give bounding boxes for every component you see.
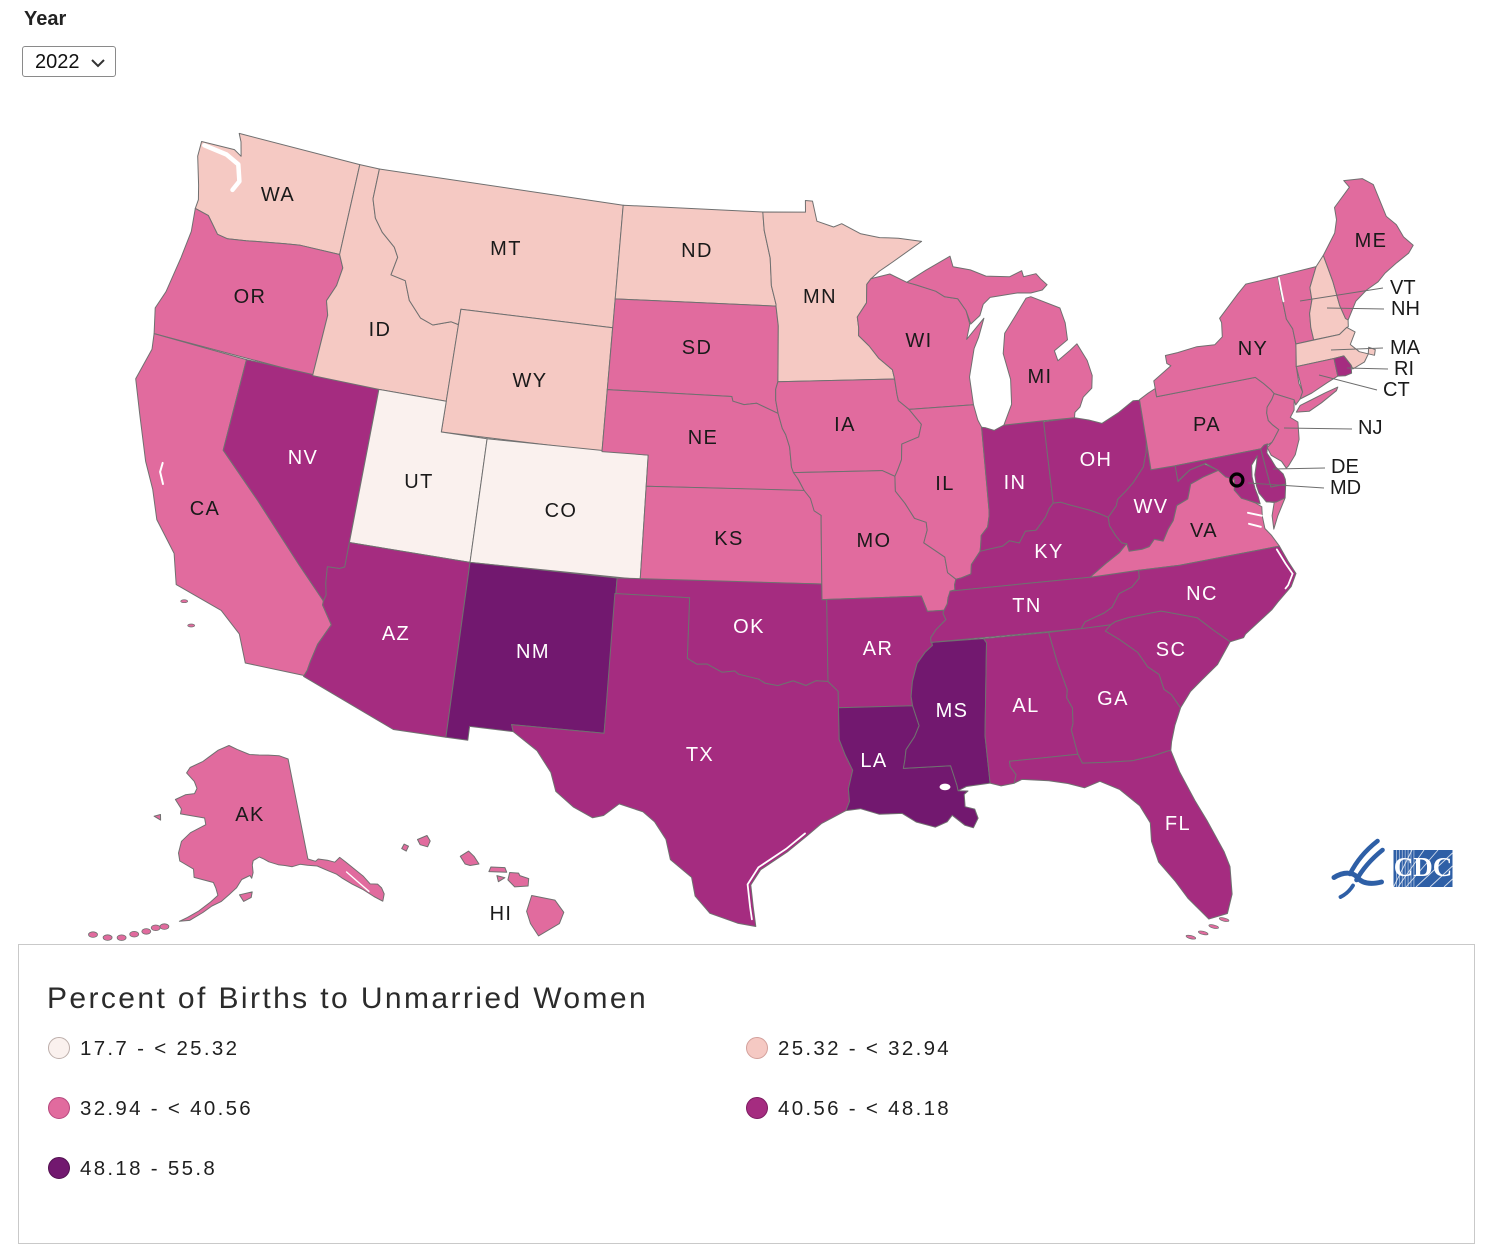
- svg-text:CA: CA: [190, 498, 221, 520]
- svg-text:SC: SC: [1156, 639, 1187, 661]
- svg-text:RI: RI: [1394, 358, 1414, 380]
- svg-text:MS: MS: [936, 700, 969, 722]
- svg-text:MA: MA: [1390, 337, 1421, 359]
- svg-text:HI: HI: [490, 903, 513, 925]
- svg-text:NM: NM: [516, 641, 550, 663]
- svg-text:PA: PA: [1193, 414, 1221, 436]
- svg-text:GA: GA: [1097, 688, 1129, 710]
- svg-text:IN: IN: [1004, 472, 1027, 494]
- svg-text:NY: NY: [1238, 338, 1269, 360]
- svg-text:AZ: AZ: [382, 623, 410, 645]
- svg-text:WA: WA: [261, 184, 295, 206]
- svg-text:IA: IA: [834, 414, 856, 436]
- svg-text:MD: MD: [1330, 477, 1361, 499]
- svg-text:ND: ND: [681, 240, 713, 262]
- svg-text:OK: OK: [733, 616, 765, 638]
- svg-text:AL: AL: [1012, 695, 1039, 717]
- svg-text:OR: OR: [234, 286, 267, 308]
- svg-text:WV: WV: [1133, 496, 1168, 518]
- svg-text:OH: OH: [1080, 449, 1113, 471]
- svg-text:ME: ME: [1355, 230, 1388, 252]
- svg-text:NC: NC: [1186, 583, 1218, 605]
- svg-text:LA: LA: [860, 750, 887, 772]
- svg-text:TN: TN: [1012, 595, 1041, 617]
- svg-text:KY: KY: [1034, 541, 1063, 563]
- svg-text:CT: CT: [1383, 379, 1410, 401]
- svg-text:WY: WY: [512, 370, 547, 392]
- svg-text:KS: KS: [714, 528, 743, 550]
- svg-text:MN: MN: [803, 286, 837, 308]
- svg-text:DE: DE: [1331, 456, 1359, 478]
- svg-text:NV: NV: [288, 447, 319, 469]
- svg-text:AR: AR: [863, 638, 894, 660]
- svg-text:CO: CO: [545, 500, 578, 522]
- svg-text:WI: WI: [905, 330, 932, 352]
- svg-text:TX: TX: [686, 744, 714, 766]
- svg-text:ID: ID: [369, 319, 392, 341]
- svg-text:NH: NH: [1391, 298, 1420, 320]
- svg-text:VT: VT: [1390, 277, 1416, 299]
- svg-text:VA: VA: [1190, 520, 1218, 542]
- svg-text:MI: MI: [1027, 366, 1052, 388]
- svg-text:FL: FL: [1165, 813, 1191, 835]
- svg-text:CDC: CDC: [1394, 852, 1453, 882]
- svg-text:UT: UT: [404, 471, 433, 493]
- svg-text:IL: IL: [935, 473, 954, 495]
- svg-text:AK: AK: [235, 804, 264, 826]
- svg-text:MO: MO: [856, 530, 891, 552]
- svg-text:MT: MT: [490, 238, 522, 260]
- svg-text:NE: NE: [688, 427, 719, 449]
- svg-text:NJ: NJ: [1358, 417, 1382, 439]
- svg-text:SD: SD: [682, 337, 713, 359]
